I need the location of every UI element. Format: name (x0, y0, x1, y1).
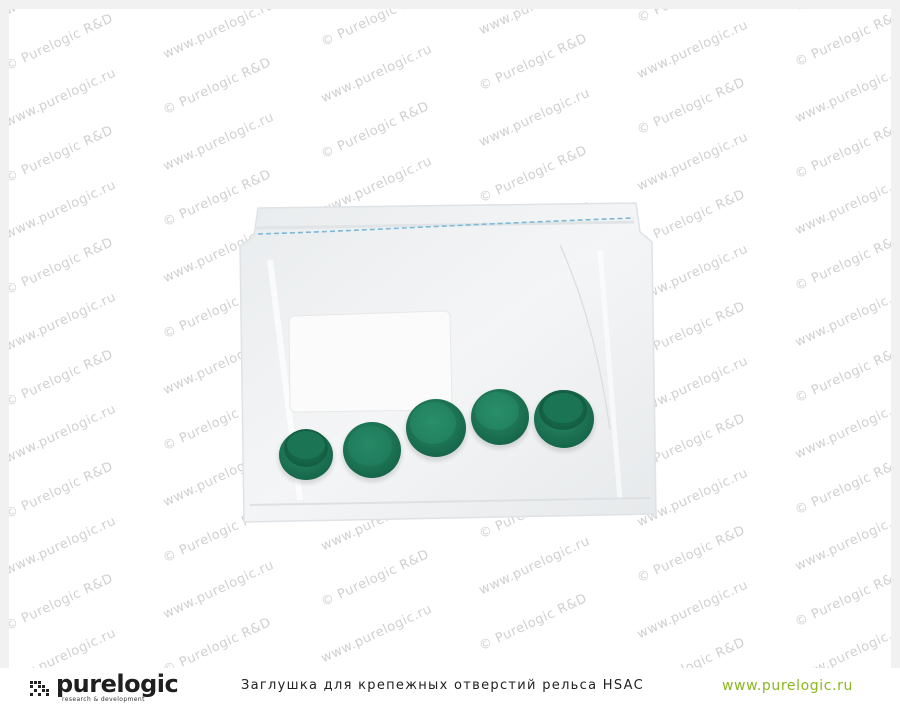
green-cap-3 (405, 399, 467, 461)
logo-tagline: research & development (62, 696, 145, 703)
bag-label-sticker (288, 310, 453, 413)
bag-zip-seal (257, 217, 635, 235)
logo-wordmark: purelogic (56, 670, 179, 698)
green-cap-5 (533, 390, 595, 452)
green-caps (278, 389, 595, 484)
purelogic-logo-icon (30, 681, 49, 696)
product-caption: Заглушка для крепежных отверстий рельса … (241, 678, 644, 693)
green-cap-4 (470, 389, 530, 449)
green-cap-1 (278, 429, 334, 484)
footer-bar: purelogic research & development Заглушк… (0, 668, 900, 720)
site-url-link[interactable]: www.purelogic.ru (722, 678, 853, 694)
green-cap-2 (342, 422, 402, 482)
